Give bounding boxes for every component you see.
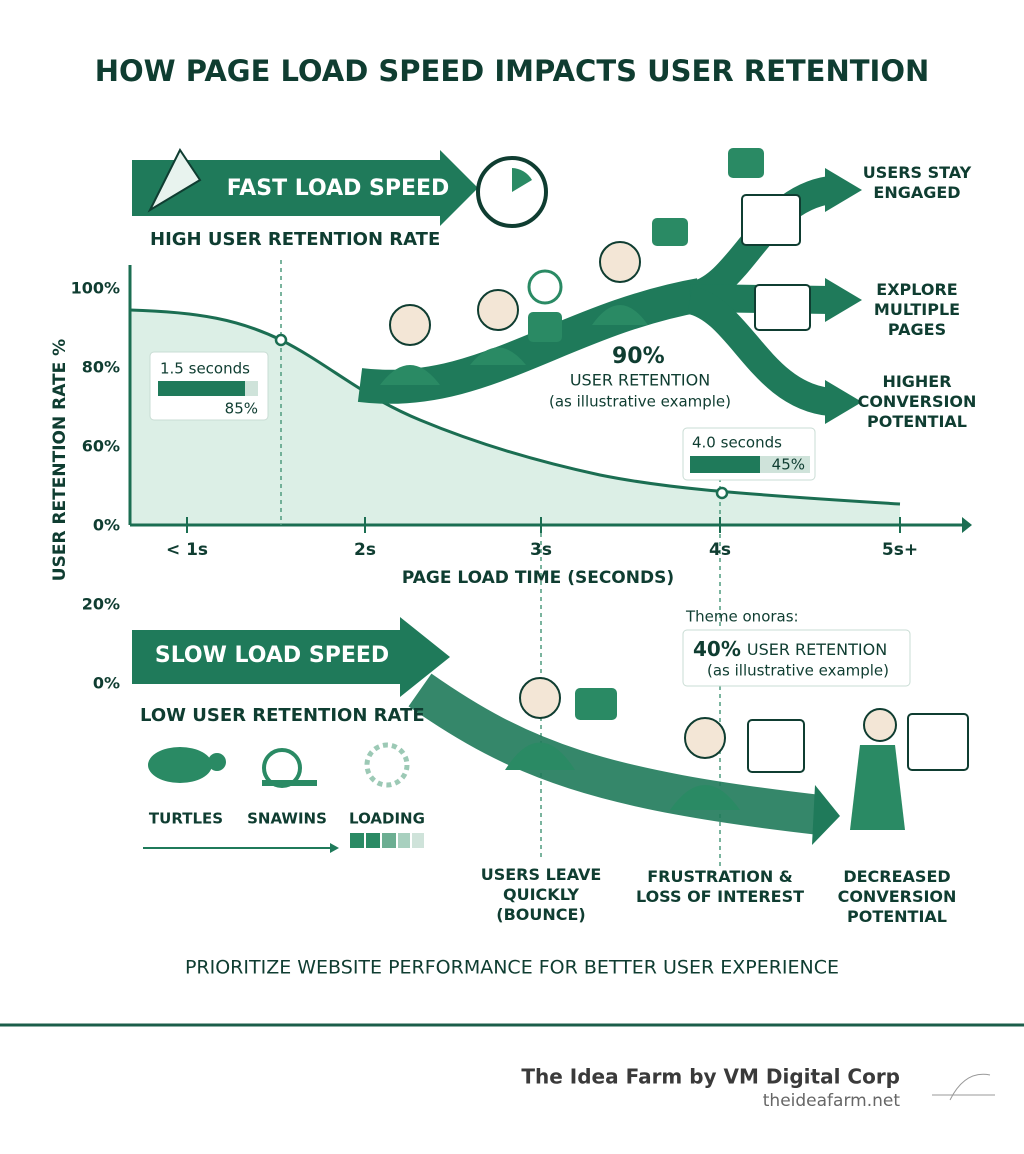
callout-value: 45% [772,456,805,474]
x-label: 3s [530,540,552,560]
x-label: 4s [709,540,731,560]
point [274,333,288,347]
arrow-head [825,380,862,424]
brand: The Idea Farm by VM Digital Corp [521,1065,900,1089]
x-label: < 1s [166,540,208,560]
subtitle: LOW USER RETENTION RATE [140,705,425,726]
banner-text: FAST LOAD SPEED [227,176,450,201]
retention-value: 90% [612,344,665,369]
bar-fill [690,456,760,473]
fast-banner [132,150,478,226]
outcome: HIGHER CONVERSION POTENTIAL [858,372,977,431]
title: HOW PAGE LOAD SPEED IMPACTS USER RETENTI… [95,54,930,88]
subtitle: HIGH USER RETENTION RATE [150,229,440,250]
y-axis-title: USER RETENTION RATE % [50,339,70,581]
x-axis-title: PAGE LOAD TIME (SECONDS) [402,568,674,588]
logo [932,1073,995,1101]
theme-label: Theme onoras: [685,608,799,626]
retention-note: (as illustrative example) [707,662,889,680]
retention-note: (as illustrative example) [549,393,731,411]
y-label: 0% [93,674,120,693]
slow-banner [132,617,450,697]
fast-band [357,278,703,404]
axis-arrow [962,517,972,533]
url: theideafarm.net [763,1091,901,1111]
y-label: 0% [93,516,120,535]
y-label: 60% [82,437,120,456]
callout-time: 4.0 seconds [692,434,782,452]
outcome: DECREASED CONVERSION POTENTIAL [838,867,957,926]
outcome: FRUSTRATION & LOSS OF INTEREST [636,867,804,906]
arrow-head [812,785,840,845]
rocket [147,148,202,213]
arrow-head [825,168,862,212]
point [715,486,729,500]
retention-box [682,629,911,687]
x-label: 2s [354,540,376,560]
retention-label: USER RETENTION [570,371,710,390]
arrow-head [825,278,862,322]
icon-label: TURTLES [149,810,223,828]
outcome: USERS LEAVE QUICKLY (BOUNCE) [481,865,602,924]
slow-icons [148,677,969,848]
slow-band [408,673,823,835]
banner-text: SLOW LOAD SPEED [155,643,389,668]
outcome: USERS STAY ENGAGED [863,163,972,202]
bar-fill [158,381,245,396]
y-label: 100% [71,279,120,298]
curve-area [130,310,900,525]
retention: 40% USER RETENTION [693,637,887,661]
arrow-head [330,843,339,853]
icon-label: SNAWINS [247,810,327,828]
stopwatch-hand [512,168,532,192]
icon-label: LOADING [349,810,425,828]
callout-value: 85% [225,400,258,418]
people [380,148,811,385]
outcome: EXPLORE MULTIPLE PAGES [874,280,960,339]
y-label: 20% [82,595,120,614]
tagline: PRIORITIZE WEBSITE PERFORMANCE FOR BETTE… [185,957,839,979]
y-label: 80% [82,358,120,377]
curve [129,308,901,506]
branch [686,286,833,416]
x-label: 5s+ [882,540,918,560]
callout-time: 1.5 seconds [160,360,250,378]
